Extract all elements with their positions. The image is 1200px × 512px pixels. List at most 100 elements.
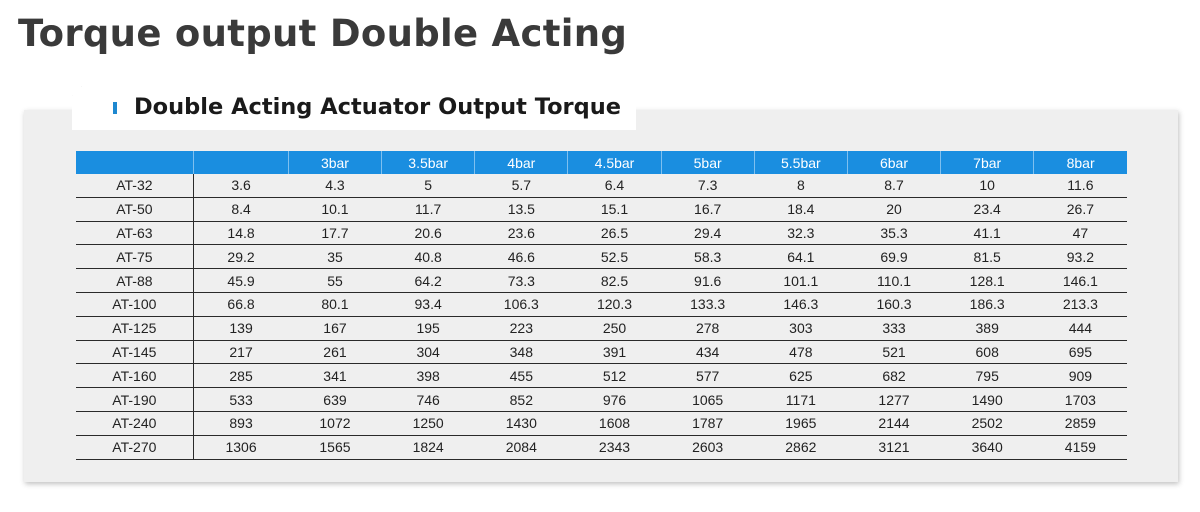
- table-row: AT-75 29.2 35 40.8 46.6 52.5 58.3 64.1 69.9 81.5 9…: [76, 244, 1127, 270]
- torque-cell: 5: [381, 174, 475, 198]
- torque-cell: 455: [474, 363, 568, 389]
- torque-cell: 93.2: [1033, 244, 1127, 270]
- table-row: AT-88 45.9 55 64.2 73.3 82.5 91.6 101.1 110.1 128…: [76, 268, 1127, 293]
- torque-cell: 1965: [754, 411, 848, 436]
- torque-cell: 146.1: [1033, 268, 1127, 293]
- torque-cell: 64.2: [381, 268, 475, 293]
- torque-cell: 93.4: [381, 292, 475, 317]
- torque-cell: 26.7: [1033, 197, 1127, 222]
- model-cell: AT-100: [76, 292, 194, 317]
- torque-cell: 18.4: [754, 197, 848, 222]
- torque-cell: 3640: [940, 435, 1034, 460]
- torque-cell: 8: [754, 174, 848, 198]
- torque-cell: 23.6: [474, 221, 568, 246]
- torque-cell: 186.3: [940, 292, 1034, 317]
- torque-cell: 20: [847, 197, 941, 222]
- torque-cell: 639: [288, 387, 382, 412]
- torque-cell: 909: [1033, 363, 1127, 389]
- torque-cell: 17.7: [288, 221, 382, 246]
- torque-cell: 29.4: [661, 221, 755, 246]
- torque-cell: 40.8: [381, 244, 475, 270]
- torque-cell: 217: [193, 340, 289, 365]
- torque-cell: 14.8: [193, 221, 289, 246]
- torque-cell: 6.4: [567, 174, 662, 198]
- table-row: AT-270 1306 1565 1824 2084 2343 2603 2862 3121 36…: [76, 435, 1127, 460]
- torque-cell: 35: [288, 244, 382, 270]
- header-pressure: 5bar: [660, 151, 755, 174]
- panel-tab: [72, 86, 636, 130]
- torque-cell: 167: [288, 316, 382, 341]
- table-row: AT-160 285 341 398 455 512 577 625 682 795 909: [76, 363, 1127, 389]
- table-body: AT-32 3.6 4.3 5 5.7 6.4 7.3 8 8.7 10 11.6 AT-50 8.4 1…: [76, 174, 1127, 460]
- blue-bar-marker-icon: [113, 102, 117, 114]
- torque-cell: 795: [940, 363, 1034, 389]
- torque-cell: 1824: [381, 435, 475, 460]
- header-blank: [192, 151, 289, 174]
- torque-cell: 10.1: [288, 197, 382, 222]
- table-row: AT-50 8.4 10.1 11.7 13.5 15.1 16.7 18.4 20 23.4 26…: [76, 197, 1127, 222]
- torque-cell: 106.3: [474, 292, 568, 317]
- torque-cell: 10: [940, 174, 1034, 198]
- torque-cell: 2862: [754, 435, 848, 460]
- torque-cell: 35.3: [847, 221, 941, 246]
- torque-cell: 16.7: [661, 197, 755, 222]
- model-cell: AT-160: [76, 363, 194, 389]
- torque-cell: 3121: [847, 435, 941, 460]
- torque-cell: 746: [381, 387, 475, 412]
- table-row: AT-145 217 261 304 348 391 434 478 521 608 695: [76, 340, 1127, 365]
- torque-cell: 8.4: [193, 197, 289, 222]
- torque-cell: 1430: [474, 411, 568, 436]
- torque-cell: 625: [754, 363, 848, 389]
- torque-cell: 46.6: [474, 244, 568, 270]
- torque-cell: 512: [567, 363, 662, 389]
- header-pressure: 7bar: [940, 151, 1034, 174]
- torque-cell: 278: [661, 316, 755, 341]
- table-row: AT-190 533 639 746 852 976 1065 1171 1277 1490 170…: [76, 387, 1127, 412]
- torque-cell: 976: [567, 387, 662, 412]
- torque-cell: 478: [754, 340, 848, 365]
- torque-cell: 139: [193, 316, 289, 341]
- torque-cell: 1250: [381, 411, 475, 436]
- torque-cell: 2084: [474, 435, 568, 460]
- torque-cell: 250: [567, 316, 662, 341]
- torque-cell: 893: [193, 411, 289, 436]
- torque-cell: 128.1: [940, 268, 1034, 293]
- torque-cell: 5.7: [474, 174, 568, 198]
- torque-cell: 577: [661, 363, 755, 389]
- table-row: AT-100 66.8 80.1 93.4 106.3 120.3 133.3 146.3 16…: [76, 292, 1127, 317]
- torque-cell: 64.1: [754, 244, 848, 270]
- torque-cell: 2603: [661, 435, 755, 460]
- header-pressure: 6bar: [846, 151, 941, 174]
- torque-cell: 45.9: [193, 268, 289, 293]
- torque-cell: 11.7: [381, 197, 475, 222]
- header-pressure: 4.5bar: [567, 151, 662, 174]
- torque-cell: 20.6: [381, 221, 475, 246]
- table-header-row: 3bar 3.5bar 4bar 4.5bar 5bar 5.5bar 6bar 7bar 8b…: [76, 151, 1127, 174]
- table-row: AT-125 139 167 195 223 250 278 303 333 389 444: [76, 316, 1127, 341]
- torque-cell: 55: [288, 268, 382, 293]
- torque-cell: 58.3: [661, 244, 755, 270]
- model-cell: AT-88: [76, 268, 194, 293]
- torque-cell: 434: [661, 340, 755, 365]
- torque-cell: 398: [381, 363, 475, 389]
- torque-cell: 8.7: [847, 174, 941, 198]
- torque-cell: 15.1: [567, 197, 662, 222]
- torque-cell: 7.3: [661, 174, 755, 198]
- torque-cell: 1565: [288, 435, 382, 460]
- torque-cell: 101.1: [754, 268, 848, 293]
- table-row: AT-32 3.6 4.3 5 5.7 6.4 7.3 8 8.7 10 11.6: [76, 174, 1127, 198]
- torque-cell: 223: [474, 316, 568, 341]
- torque-cell: 26.5: [567, 221, 662, 246]
- header-pressure: 8bar: [1033, 151, 1127, 174]
- model-cell: AT-75: [76, 244, 194, 270]
- torque-cell: 533: [193, 387, 289, 412]
- header-model: [76, 151, 194, 174]
- torque-cell: 303: [754, 316, 848, 341]
- torque-cell: 1703: [1033, 387, 1127, 412]
- torque-cell: 1490: [940, 387, 1034, 412]
- model-cell: AT-125: [76, 316, 194, 341]
- torque-cell: 1065: [661, 387, 755, 412]
- torque-cell: 2859: [1033, 411, 1127, 436]
- torque-cell: 348: [474, 340, 568, 365]
- torque-cell: 66.8: [193, 292, 289, 317]
